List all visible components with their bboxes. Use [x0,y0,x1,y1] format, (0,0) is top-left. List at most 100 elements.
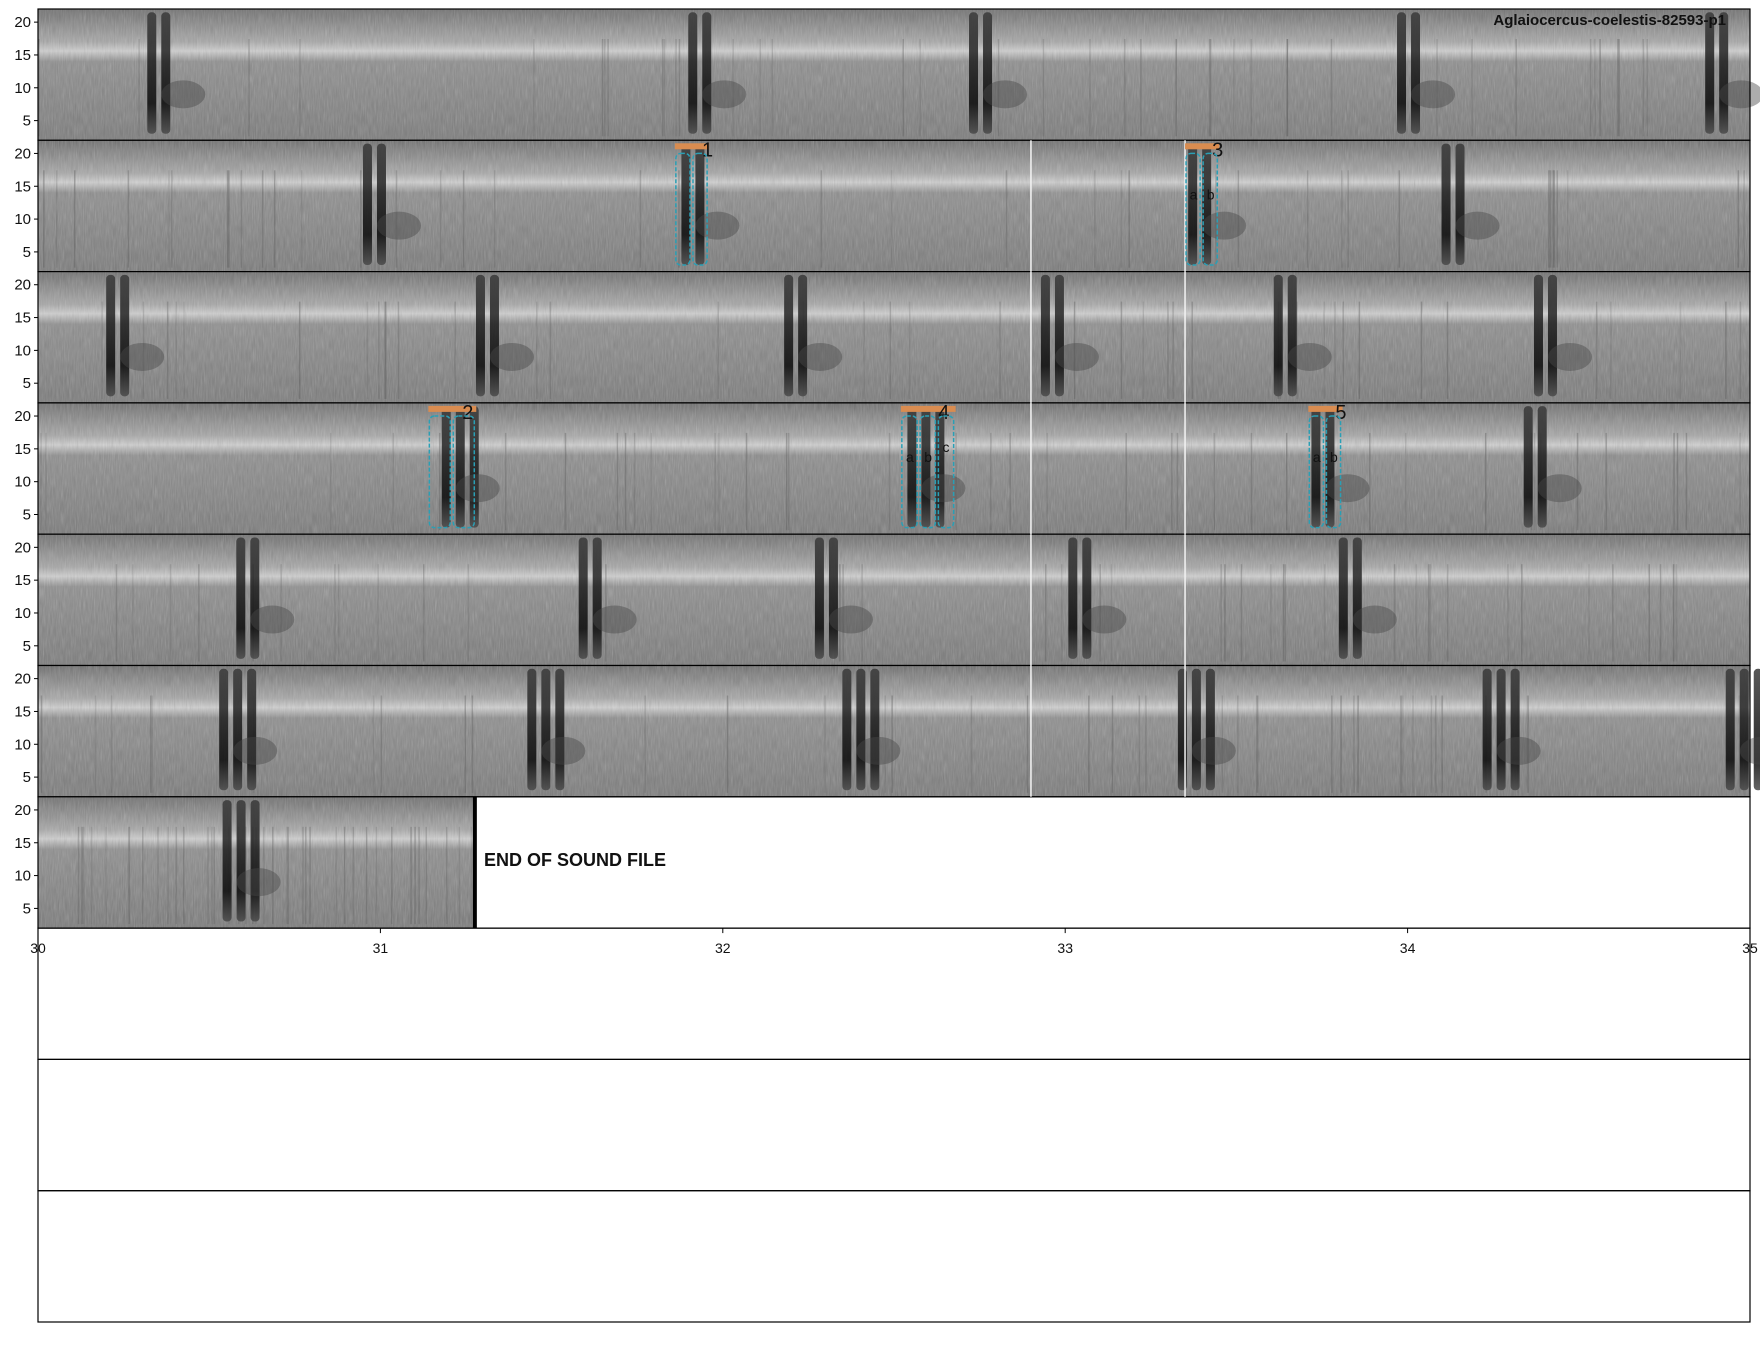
call-tail [983,80,1028,109]
annotation-part-label: a [906,449,914,465]
annotation-3[interactable]: 3 a b [1185,139,1223,266]
call-syllable [1068,537,1078,659]
noise-click [1405,432,1407,531]
annotation-box [901,415,918,529]
spectrogram-noise [38,665,1750,797]
call-syllable [1547,274,1557,397]
noise-click [1250,432,1253,531]
call-syllable [527,668,537,791]
call-tail [233,736,278,765]
noise-click [1120,301,1123,399]
y-tick-label: 15 [14,441,31,458]
call-tail [1455,211,1500,240]
noise-click [198,564,200,662]
annotation-box [1202,152,1219,266]
call-syllable [983,12,993,134]
y-tick-label: 5 [23,113,31,130]
annotation-1[interactable]: 1 [674,139,713,266]
noise-click [1341,170,1343,268]
noise-click [650,432,653,531]
noise-click [1402,695,1404,793]
noise-click [717,301,719,399]
noise-click [110,695,113,793]
noise-click [718,432,720,531]
annotation-5[interactable]: 5 a b [1308,402,1347,529]
noise-click [422,564,425,662]
call-syllable [469,406,479,528]
noise-click [183,301,185,399]
chart-title: Aglaiocercus-coelestis-82593-p1 [1493,12,1726,29]
y-tick-label: 15 [14,310,31,327]
call-syllable [702,12,712,134]
noise-click [1357,695,1359,793]
y-tick-label: 20 [14,14,31,31]
noise-click [334,564,336,662]
noise-click [211,826,213,925]
noise-click [970,695,973,793]
noise-click [1257,695,1259,793]
annotation-2[interactable]: 2 [428,402,477,529]
noise-click [1576,432,1579,531]
noise-click [1175,39,1177,137]
call-syllable [1739,668,1749,791]
noise-click [1471,39,1473,137]
call-tail [695,211,740,240]
noise-click [1659,564,1662,662]
call-syllable [1273,274,1283,397]
annotation-4[interactable]: 4 a bc [900,402,956,529]
noise-click [248,39,250,137]
spectrogram-noise [38,534,1750,666]
noise-click [1548,170,1550,268]
annotation-bar [1185,143,1220,150]
spectrogram-row-1: 5 10 15 20 [14,8,1760,141]
call-syllable [592,537,602,659]
noise-click [1507,564,1509,662]
call-tail [1547,342,1592,371]
noise-click [467,564,470,662]
noise-click [1237,695,1239,793]
noise-click [997,39,1000,137]
noise-click [1213,432,1216,531]
y-tick-label: 20 [14,539,31,556]
noise-click [45,432,47,531]
call-syllable [1411,12,1421,134]
noise-click [167,826,169,925]
annotation-box [1308,415,1325,529]
noise-click [1646,39,1649,137]
noise-click [1441,695,1443,793]
call-syllable [1496,668,1506,791]
noise-click [352,826,355,925]
noise-click [1612,564,1614,662]
y-tick-label: 5 [23,507,31,524]
call-tail [798,342,843,371]
noise-click [454,301,456,399]
y-tick-label: 10 [14,605,31,622]
noise-click [1679,301,1682,399]
call-syllable [935,406,945,528]
noise-click [1594,39,1596,137]
call-tail [1537,474,1582,503]
noise-click [410,826,412,925]
annotation-box [692,152,708,266]
call-syllable [236,537,246,659]
noise-click [1672,564,1675,662]
noise-click [40,432,42,531]
noise-click [1256,695,1258,793]
noise-click [1347,170,1349,268]
noise-click [1415,564,1418,662]
call-syllable [921,406,931,528]
noise-click [1282,564,1285,662]
noise-click [533,39,535,137]
call-syllable [969,12,979,134]
y-tick-label: 15 [14,178,31,195]
noise-click [726,695,729,793]
y-tick-label: 20 [14,277,31,294]
call-tail [1325,474,1370,503]
noise-click [81,826,83,925]
noise-click [55,170,58,268]
noise-click [1286,39,1289,137]
annotation-number: 3 [1212,139,1223,161]
noise-click [471,695,474,793]
spectrogram-row-8 [37,927,1751,1060]
